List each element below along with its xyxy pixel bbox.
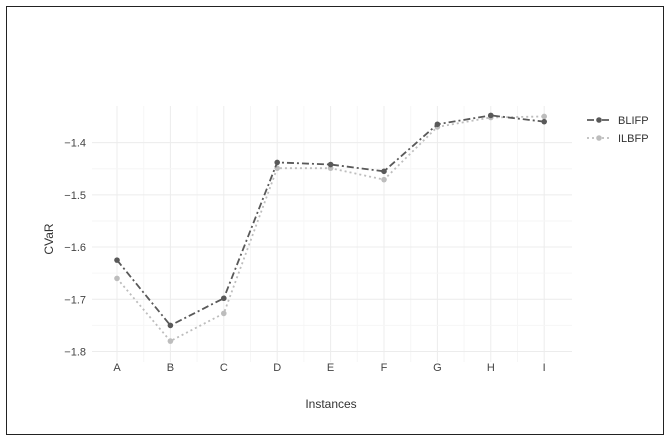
y-tick-label: −1.4 xyxy=(64,138,86,150)
x-tick-label: G xyxy=(433,362,442,374)
data-point-blifp xyxy=(327,161,334,168)
legend-swatch-point xyxy=(596,135,602,141)
data-point-blifp xyxy=(167,322,174,329)
legend-swatch-point xyxy=(596,117,602,123)
y-tick-labels: −1.8 −1.7 −1.6 −1.5 −1.4 xyxy=(64,138,86,359)
data-point-ilbfp xyxy=(167,338,174,344)
data-point-ilbfp xyxy=(541,113,547,120)
data-point-ilbfp xyxy=(114,275,120,282)
grid-lines xyxy=(92,106,572,362)
y-tick-label: −1.5 xyxy=(64,190,86,202)
x-tick-label: E xyxy=(327,362,334,374)
data-point-ilbfp xyxy=(221,310,227,317)
y-tick-label: −1.8 xyxy=(64,347,86,359)
y-axis-label: CVaR xyxy=(42,223,56,254)
data-point-blifp xyxy=(274,159,281,166)
legend: BLIFP ILBFP xyxy=(587,115,649,145)
x-tick-label: B xyxy=(167,362,174,374)
x-tick-label: H xyxy=(487,362,495,374)
data-point-blifp xyxy=(114,257,120,263)
x-tick-label: A xyxy=(113,362,121,374)
legend-entry-label: BLIFP xyxy=(618,115,649,127)
y-tick-label: −1.7 xyxy=(64,294,86,306)
y-tick-label: −1.6 xyxy=(64,242,86,254)
data-point-blifp xyxy=(434,121,441,128)
x-tick-label: F xyxy=(381,362,388,374)
legend-entry-label: ILBFP xyxy=(618,133,649,145)
data-point-blifp xyxy=(381,168,387,175)
x-tick-labels: A B C D E F G H I xyxy=(113,362,545,374)
data-point-blifp xyxy=(488,112,494,119)
series-group xyxy=(114,112,547,344)
data-point-ilbfp xyxy=(381,176,387,183)
x-tick-label: D xyxy=(273,362,281,374)
x-tick-label: C xyxy=(220,362,228,374)
data-point-blifp xyxy=(221,295,227,302)
x-axis-label: Instances xyxy=(305,397,356,411)
x-tick-label: I xyxy=(543,362,546,374)
data-point-blifp xyxy=(541,118,547,125)
